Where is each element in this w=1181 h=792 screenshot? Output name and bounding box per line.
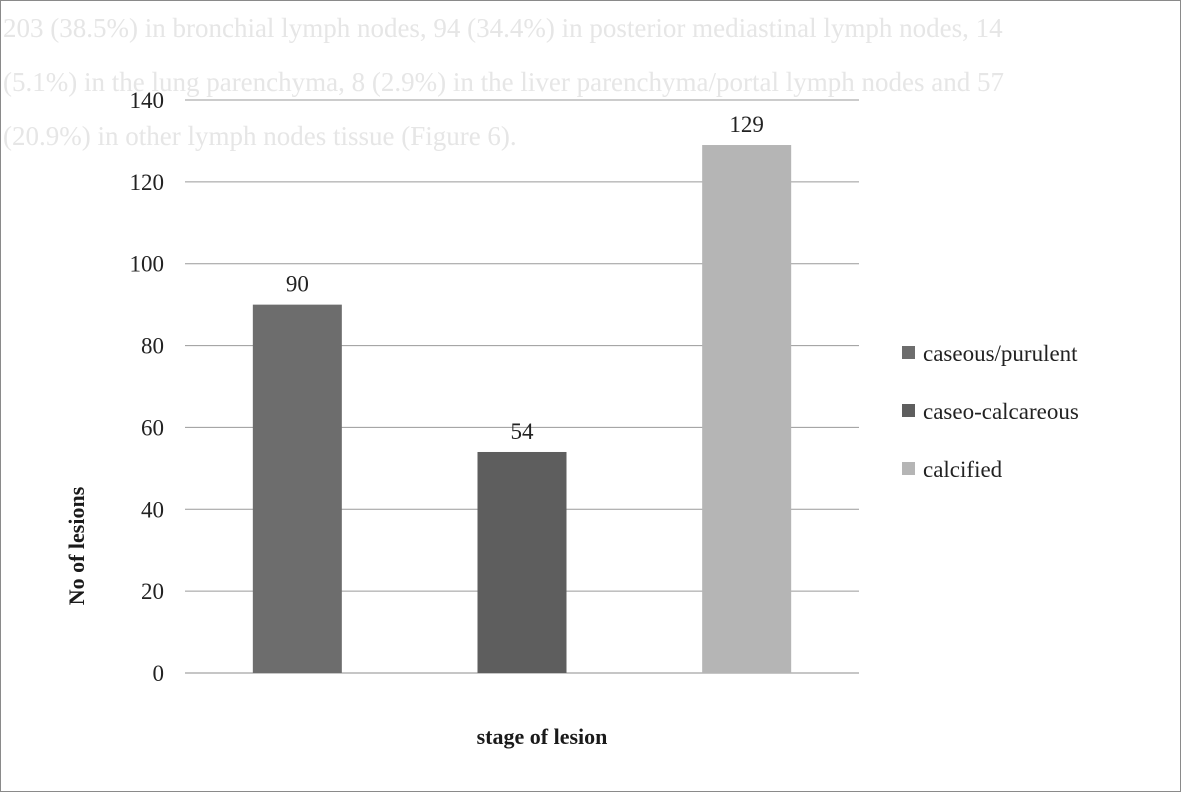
legend-swatch: [902, 462, 915, 475]
bar-caseo-calcareous: [477, 451, 567, 673]
data-label: 90: [286, 272, 309, 297]
y-tick-label: 100: [130, 252, 165, 277]
data-label: 54: [511, 419, 535, 444]
y-tick-label: 80: [141, 334, 164, 359]
bar-calcified: [702, 145, 792, 673]
bars: [252, 145, 792, 673]
y-axis-ticks: 0 20 40 60 80 100 120 140: [130, 88, 165, 686]
legend-swatch: [902, 404, 915, 417]
x-axis-title: stage of lesion: [477, 724, 608, 749]
data-labels: 90 54 129: [286, 112, 764, 444]
background-text-line: 203 (38.5%) in bronchial lymph nodes, 94…: [3, 13, 1003, 43]
y-tick-label: 140: [130, 88, 165, 113]
bar-caseous-purulent: [252, 304, 342, 673]
y-tick-label: 40: [141, 497, 164, 522]
legend-swatch: [902, 346, 915, 359]
legend: caseous/purulent caseo-calcareous calcifie…: [902, 341, 1079, 482]
legend-label: caseo-calcareous: [923, 399, 1079, 424]
y-axis-title: No of lesions: [64, 486, 89, 605]
y-tick-label: 60: [141, 415, 164, 440]
background-text-line: (20.9%) in other lymph nodes tissue (Fig…: [3, 121, 517, 151]
legend-label: caseous/purulent: [923, 341, 1078, 366]
data-label: 129: [729, 112, 764, 137]
legend-label: calcified: [923, 457, 1003, 482]
y-tick-label: 0: [153, 661, 165, 686]
y-tick-label: 120: [130, 170, 165, 195]
background-text-line: (5.1%) in the lung parenchyma, 8 (2.9%) …: [3, 67, 1004, 97]
background-document-text: 203 (38.5%) in bronchial lymph nodes, 94…: [1, 1, 1180, 201]
y-tick-label: 20: [141, 579, 164, 604]
